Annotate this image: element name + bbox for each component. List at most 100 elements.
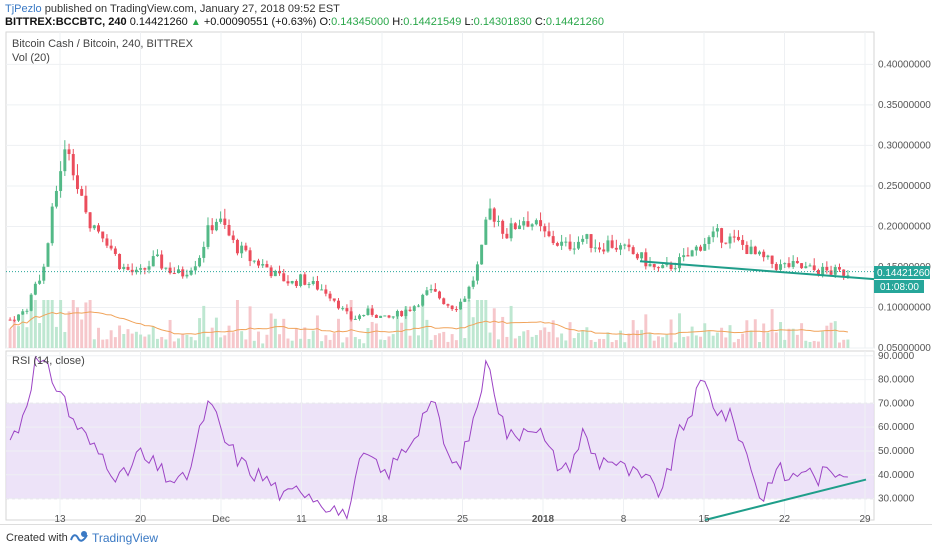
candle-body [332,298,336,301]
candle-body [842,269,846,276]
volume-bar [560,333,564,348]
volume-bar [139,334,143,348]
volume-bars [8,300,850,348]
volume-bar [779,322,783,348]
volume-bar [825,325,829,348]
volume-bar [177,338,180,348]
candle-body [690,250,694,257]
candle-body [492,208,496,222]
price-tag-text: 0.14421260 [877,268,930,279]
volume-bar [113,337,117,348]
candle-body [391,316,395,318]
volume-bar [539,330,543,348]
candle-body [54,190,58,207]
volume-bar [172,341,176,348]
volume-bar [475,300,479,348]
volume-bar [812,340,816,348]
candle-body [164,267,168,269]
candle-body [522,221,526,226]
volume-bar [547,331,551,348]
candle-body [189,270,193,275]
candle-body [589,234,593,248]
volume-bar [383,340,387,348]
candle-body [543,226,547,232]
volume-bar [438,333,441,348]
candle-body [598,247,601,250]
price-pane[interactable] [5,31,875,349]
candle-body [33,283,37,295]
volume-bar [724,337,728,348]
candle-body [551,236,555,244]
volume-bar [214,317,218,348]
volume-bar [652,340,656,348]
volume-bar [240,331,244,348]
candle-body [829,270,833,275]
candle-body [745,244,749,255]
volume-bar [379,339,383,348]
candle-body [501,220,505,234]
volume-bar [770,309,774,348]
volume-bar [67,311,71,348]
author-link[interactable]: TjPezlo [5,3,42,15]
candle-body [122,266,126,270]
price-tick-label: 0.40000000 [878,59,931,70]
candle-body [282,273,286,282]
candle-body [206,225,210,247]
close-label: C: [534,16,546,28]
volume-bar [400,322,404,348]
volume-bar [661,337,665,348]
rsi-trendline [704,478,867,521]
candle-body [838,267,841,270]
candle-body [185,274,189,277]
volume-bar [17,326,20,348]
candle-body [193,266,197,271]
volume-bar [496,339,500,348]
candle-body [454,309,458,311]
candle-body [202,246,206,258]
candle-body [97,225,100,232]
candle-body [198,257,202,267]
x-tick-label: 11 [296,514,307,524]
volume-bar [206,336,210,348]
candle-body [59,171,63,191]
volume-bar [513,338,517,348]
candle-body [353,318,357,320]
candle-body [273,270,277,277]
volume-bar [92,339,96,348]
volume-bar [720,327,724,348]
candle-body [139,268,143,270]
candle-body [147,266,151,270]
chart-canvas[interactable]: 13 20 Dec 11 18 25 2018 8 15 22 29 0.40000000 0.3500… [0,0,932,524]
volume-bar [648,333,652,348]
volume-bar [12,320,16,348]
candlesticks [6,140,875,323]
candle-body [168,267,172,274]
volume-bar [134,331,138,348]
x-tick-label: 25 [457,514,469,524]
tradingview-brand[interactable]: TradingView [92,531,159,545]
candle-body [644,252,648,267]
candle-body [223,218,227,225]
candle-body [505,233,509,239]
volume-bar [160,337,164,348]
price-trendline [639,260,875,281]
volume-bar [202,305,206,348]
x-tick-label: 20 [135,514,147,524]
volume-bar [526,330,530,348]
volume-bar [602,339,606,348]
volume-bar [332,333,336,348]
candle-body [75,175,79,190]
ohlc-header: BITTREX:BCCBTC, 240 0.14421260 ▲ +0.0009… [5,16,604,28]
candle-body [290,280,294,284]
volume-bar [374,323,378,348]
open-label: O: [319,16,332,28]
candle-body [370,308,374,315]
candle-body [610,240,614,248]
volume-bar [25,327,29,348]
candle-body [526,221,530,227]
volume-bar [33,300,37,348]
volume-bar [656,336,660,348]
price-grid [6,32,874,349]
volume-bar [387,336,391,348]
price-tick-label: 0.10000000 [878,302,931,313]
